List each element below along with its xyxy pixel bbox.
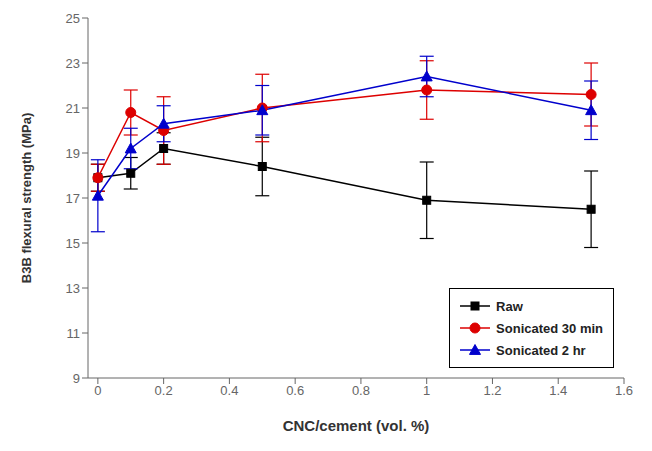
svg-text:19: 19	[66, 146, 80, 161]
svg-text:0: 0	[94, 383, 101, 398]
html-text:Sonicated 2 hr: Sonicated 2 hr	[496, 342, 586, 358]
svg-text:0.2: 0.2	[155, 383, 173, 398]
svg-text:1.6: 1.6	[615, 383, 633, 398]
svg-text:B3B flexural strength (MPa): B3B flexural strength (MPa)	[19, 113, 34, 283]
svg-text:1: 1	[423, 383, 430, 398]
svg-text:11: 11	[67, 326, 81, 341]
html-text:Raw: Raw	[496, 298, 523, 314]
svg-text:1.2: 1.2	[483, 383, 501, 398]
svg-text:25: 25	[66, 11, 80, 26]
svg-text:21: 21	[66, 101, 80, 116]
svg-text:1.4: 1.4	[549, 383, 567, 398]
svg-text:13: 13	[66, 281, 80, 296]
svg-text:CNC/cement (vol. %): CNC/cement (vol. %)	[283, 417, 430, 434]
html-text:Sonicated 30 min: Sonicated 30 min	[496, 320, 603, 336]
svg-text:15: 15	[66, 236, 80, 251]
svg-text:0.4: 0.4	[220, 383, 238, 398]
svg-text:17: 17	[66, 191, 80, 206]
svg-text:0.8: 0.8	[352, 383, 370, 398]
svg-text:9: 9	[73, 371, 80, 386]
svg-text:0.6: 0.6	[286, 383, 304, 398]
svg-text:23: 23	[66, 56, 80, 71]
